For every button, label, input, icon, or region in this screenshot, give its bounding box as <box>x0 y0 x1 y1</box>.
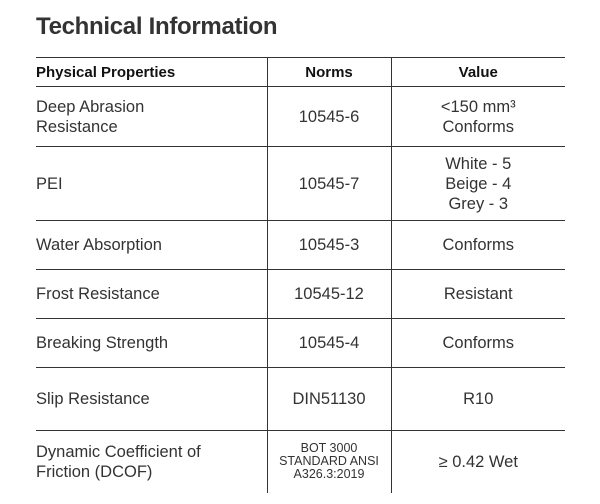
property-cell: PEI <box>36 146 267 221</box>
property-text: Dynamic Coefficient of <box>36 442 201 461</box>
norms-text: 10545-3 <box>298 236 360 254</box>
norms-text: A326.3:2019 <box>293 467 365 482</box>
norms-cell: 10545-12 <box>266 269 391 319</box>
header-value: Value <box>390 57 565 87</box>
norms-text: 10545-12 <box>294 285 364 303</box>
value-text: Beige - 4 <box>445 174 512 193</box>
norms-text: DIN51130 <box>292 390 366 408</box>
value-text: R10 <box>463 390 494 408</box>
property-cell: Dynamic Coefficient of Friction (DCOF) <box>36 431 267 493</box>
value-text: Conforms <box>442 236 515 254</box>
table-row: Slip Resistance DIN51130 R10 <box>36 367 565 431</box>
property-text: PEI <box>36 174 63 193</box>
property-text: Frost Resistance <box>36 285 160 303</box>
norms-text: 10545-6 <box>298 107 360 126</box>
table-row: Water Absorption 10545-3 Conforms <box>36 220 565 270</box>
value-text: Conforms <box>442 334 515 352</box>
table-row: Frost Resistance 10545-12 Resistant <box>36 269 565 319</box>
value-cell: Conforms <box>390 318 565 368</box>
value-text: White - 5 <box>445 154 512 173</box>
property-text: Resistance <box>36 117 118 136</box>
norms-cell: 10545-7 <box>266 146 391 221</box>
value-cell: Conforms <box>390 220 565 270</box>
norms-cell: 10545-4 <box>266 318 391 368</box>
norms-cell: 10545-3 <box>266 220 391 270</box>
property-text: Water Absorption <box>36 236 162 254</box>
property-text: Deep Abrasion <box>36 97 145 116</box>
property-cell: Frost Resistance <box>36 269 267 319</box>
property-text: Slip Resistance <box>36 390 150 408</box>
property-cell: Slip Resistance <box>36 367 267 431</box>
value-text: ≥ 0.42 Wet <box>438 452 518 471</box>
property-text: Breaking Strength <box>36 334 169 352</box>
table-row: PEI 10545-7 White - 5 Beige - 4 Grey - 3 <box>36 146 565 221</box>
table-row: Deep Abrasion Resistance 10545-6 <150 mm… <box>36 86 565 147</box>
value-cell: ≥ 0.42 Wet <box>390 430 565 493</box>
property-cell: Breaking Strength <box>36 318 267 368</box>
value-cell: R10 <box>390 367 565 431</box>
property-cell: Deep Abrasion Resistance <box>36 86 267 147</box>
page-title: Technical Information <box>36 13 278 40</box>
value-text: <150 mm³ <box>440 97 516 116</box>
value-cell: <150 mm³ Conforms <box>390 86 565 147</box>
norms-text: 10545-4 <box>298 334 360 352</box>
table-header-row: Physical Properties Norms Value <box>36 57 565 87</box>
norms-text: BOT 3000 <box>300 441 358 456</box>
property-text: Friction (DCOF) <box>36 462 153 481</box>
header-physical-properties: Physical Properties <box>36 57 267 87</box>
norms-text: STANDARD ANSI <box>279 454 379 469</box>
value-text: Conforms <box>442 117 515 136</box>
value-cell: Resistant <box>390 269 565 319</box>
norms-cell: 10545-6 <box>266 86 391 147</box>
table-row: Dynamic Coefficient of Friction (DCOF) B… <box>36 430 565 493</box>
norms-text: 10545-7 <box>298 174 360 193</box>
header-norms: Norms <box>266 57 391 87</box>
norms-cell: DIN51130 <box>266 367 391 431</box>
technical-info-table: Physical Properties Norms Value Deep Abr… <box>36 57 565 493</box>
value-text: Grey - 3 <box>448 194 509 213</box>
property-cell: Water Absorption <box>36 220 267 270</box>
norms-cell: BOT 3000 STANDARD ANSI A326.3:2019 <box>266 430 391 493</box>
value-cell: White - 5 Beige - 4 Grey - 3 <box>390 146 565 221</box>
table-row: Breaking Strength 10545-4 Conforms <box>36 318 565 368</box>
value-text: Resistant <box>443 285 513 303</box>
